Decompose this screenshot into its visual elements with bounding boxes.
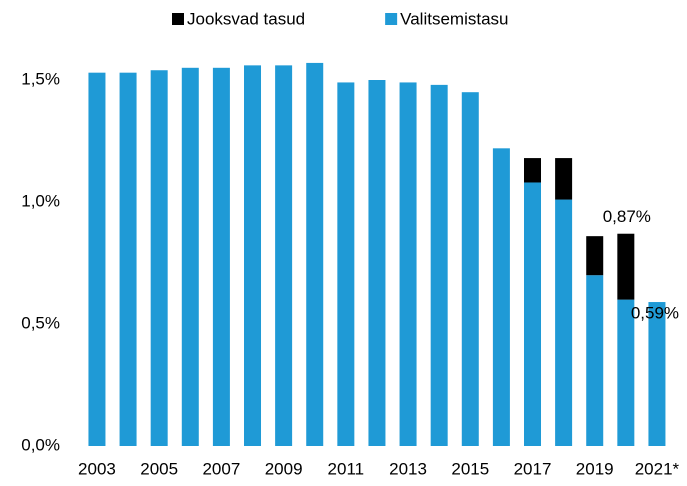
y-tick-label: 1,0% — [21, 191, 60, 210]
bar-segment — [524, 158, 542, 183]
bar-segment — [337, 82, 355, 446]
bar-segment — [150, 70, 168, 447]
bar-segment — [399, 82, 417, 446]
x-tick-label: 2013 — [389, 459, 427, 478]
bar-segment — [555, 199, 573, 446]
x-tick-label: 2003 — [78, 459, 116, 478]
x-tick-label: 2019 — [576, 459, 614, 478]
legend-label: Jooksvad tasud — [187, 9, 305, 28]
bar-segment — [586, 236, 604, 276]
bar-segment — [275, 65, 293, 447]
data-label: 0,59% — [631, 304, 679, 323]
bar-segment — [119, 72, 137, 447]
bar-segment — [244, 65, 262, 447]
bar-segment — [181, 67, 199, 447]
x-tick-label: 2021* — [635, 459, 680, 478]
bar-segment — [212, 67, 230, 447]
legend-swatch — [172, 13, 184, 25]
x-tick-label: 2007 — [202, 459, 240, 478]
bar-segment — [586, 275, 604, 446]
x-tick-label: 2009 — [265, 459, 303, 478]
bar-segment — [648, 302, 666, 446]
bar-segment — [617, 233, 635, 300]
bar-segment — [306, 62, 324, 447]
x-tick-label: 2015 — [451, 459, 489, 478]
bar-segment — [617, 299, 635, 446]
bar-segment — [555, 158, 573, 200]
x-tick-label: 2017 — [514, 459, 552, 478]
legend-swatch — [385, 13, 398, 25]
y-tick-label: 0,0% — [21, 435, 60, 454]
y-tick-label: 0,5% — [21, 313, 60, 332]
bar-segment — [88, 72, 106, 447]
bar-segment — [461, 92, 479, 446]
legend-label: Valitsemistasu — [400, 9, 508, 28]
bar-segment — [430, 84, 448, 446]
y-tick-label: 1,5% — [21, 69, 60, 88]
bar-segment — [492, 148, 510, 446]
bar-segment — [524, 182, 542, 447]
annotation: 0,87% — [603, 207, 651, 226]
bar-segment — [368, 80, 386, 446]
x-tick-label: 2005 — [140, 459, 178, 478]
x-tick-label: 2011 — [328, 459, 365, 478]
